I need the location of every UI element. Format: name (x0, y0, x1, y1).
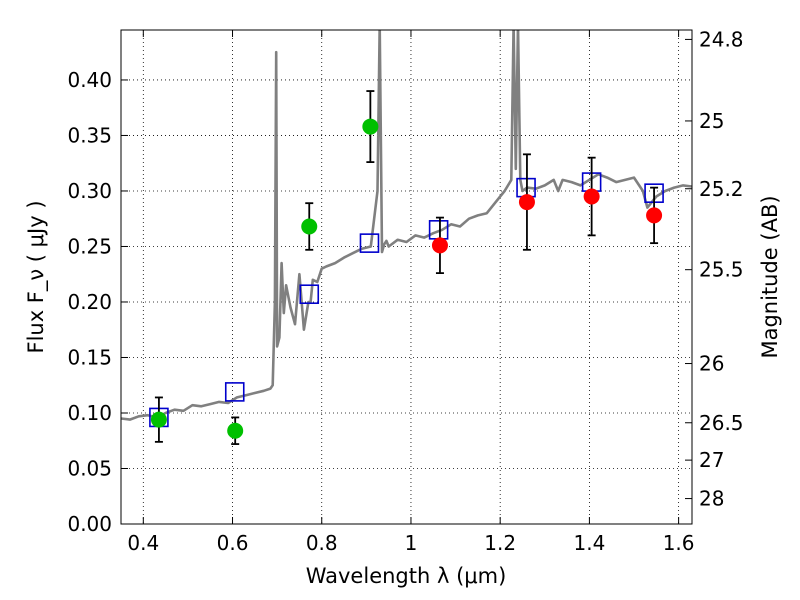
y-tick-label: 0.35 (67, 123, 112, 147)
x-axis-title: Wavelength λ (μm) (306, 564, 507, 588)
photometry-point (150, 411, 167, 428)
y-tick-label: 0.00 (67, 512, 112, 536)
x-tick-label: 1.6 (663, 531, 695, 555)
y-tick-label: 0.10 (67, 401, 112, 425)
photometry-point (227, 422, 244, 439)
photometry-point (646, 207, 663, 224)
photometry-point (518, 194, 535, 211)
y-tick-label: 0.25 (67, 234, 112, 258)
x-tick-label: 0.6 (217, 531, 249, 555)
photometry-point (431, 237, 448, 254)
model-square-marker (224, 382, 245, 402)
y2-tick-label: 25 (699, 109, 724, 133)
grid-lines (121, 30, 692, 524)
x-tick-label: 0.4 (127, 531, 159, 555)
x-tick-label: 1 (405, 531, 418, 555)
y2-tick-label: 25.2 (699, 177, 744, 201)
model-square-marker (299, 284, 320, 305)
y-tick-label: 0.05 (67, 456, 112, 480)
plot-frame (120, 29, 693, 525)
y-tick-label: 0.20 (67, 290, 112, 314)
photometry-point (583, 188, 600, 205)
y2-tick-label: 26.5 (699, 411, 744, 435)
photometry-point (301, 218, 318, 235)
spectrum-layer (121, 30, 692, 421)
y-tick-label: 0.30 (67, 179, 112, 203)
y2-tick-label: 26 (699, 352, 724, 376)
x-tick-label: 1.2 (484, 531, 516, 555)
y2-tick-label: 24.8 (699, 27, 744, 51)
y-tick-label: 0.15 (67, 345, 112, 369)
axis-ticks: 0.4 0.6 0.8 1 1.2 1.4 1.6 0.00 0.05 0.10 0.15 0.20 0… (67, 27, 743, 555)
photometry-layer (149, 90, 664, 445)
y2-axis-title: Magnitude (AB) (758, 195, 782, 358)
photometry-point (362, 118, 379, 135)
x-tick-label: 1.4 (573, 531, 605, 555)
y-tick-label: 0.40 (67, 68, 112, 92)
y2-tick-label: 25.5 (699, 258, 744, 282)
x-tick-label: 0.8 (306, 531, 338, 555)
y2-tick-label: 27 (699, 448, 724, 472)
y2-tick-label: 28 (699, 487, 724, 511)
y-axis-title: Flux F_ν ( μJy ) (24, 200, 49, 353)
model-square-marker (359, 233, 380, 253)
spectrum-line (121, 30, 692, 421)
